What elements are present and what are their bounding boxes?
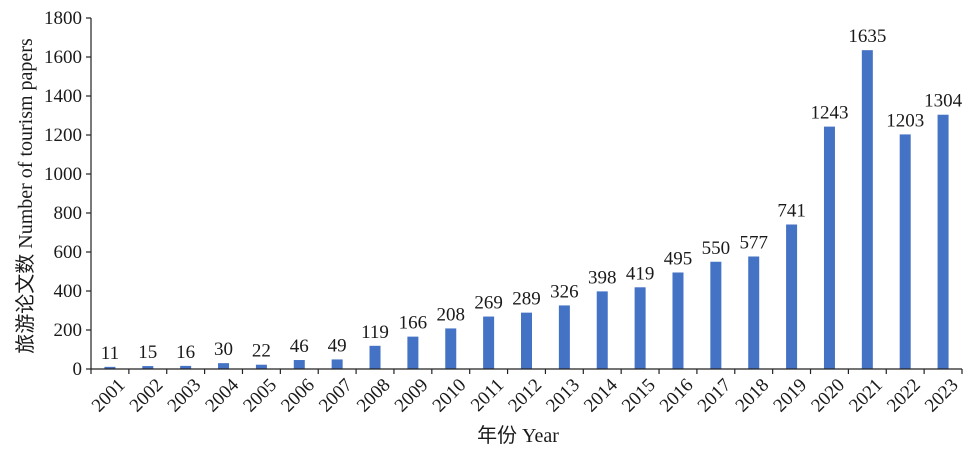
x-tick-label-2018: 2018 <box>732 375 774 417</box>
data-label-2015: 419 <box>626 263 655 284</box>
bar-2006 <box>293 360 305 369</box>
data-label-2019: 741 <box>777 201 806 222</box>
bar-2014 <box>596 291 608 369</box>
bar-2008 <box>369 345 381 369</box>
y-tick-label-1000: 1000 <box>44 164 82 185</box>
data-labels-layer: 11 15 16 30 22 46 49 119 166 208 269 289 326 398 419 49… <box>101 26 963 364</box>
bar-2016 <box>672 272 684 369</box>
data-label-2005: 22 <box>252 341 271 362</box>
data-label-2010: 208 <box>437 304 466 325</box>
data-label-2013: 326 <box>550 281 579 302</box>
bar-2010 <box>445 328 457 369</box>
x-tick-label-2002: 2002 <box>126 375 168 417</box>
x-tick-label-2003: 2003 <box>164 375 206 417</box>
x-tick-label-2010: 2010 <box>429 375 471 417</box>
y-axis: 0 200 400 600 800 1000 1200 1400 1600 1800 <box>44 8 92 380</box>
data-label-2018: 577 <box>739 232 768 253</box>
x-tick-label-2004: 2004 <box>201 374 243 416</box>
bar-2020 <box>823 126 835 369</box>
data-label-2001: 11 <box>101 343 119 364</box>
x-tick-label-2016: 2016 <box>656 375 698 417</box>
bar-2019 <box>786 224 798 369</box>
y-tick-label-1800: 1800 <box>44 8 82 29</box>
x-tick-label-2020: 2020 <box>807 375 849 417</box>
y-tick-label-1600: 1600 <box>44 47 82 68</box>
x-axis: 2001200220032004200520062007200820092010… <box>88 368 963 417</box>
data-label-2002: 15 <box>138 342 157 363</box>
y-tick-label-400: 400 <box>54 281 83 302</box>
data-label-2022: 1203 <box>886 110 924 131</box>
data-label-2016: 495 <box>664 248 693 269</box>
data-label-2003: 16 <box>176 342 195 363</box>
x-tick-label-2014: 2014 <box>580 374 622 416</box>
data-label-2014: 398 <box>588 267 617 288</box>
data-label-2009: 166 <box>399 313 428 334</box>
x-tick-label-2012: 2012 <box>504 375 546 417</box>
bar-2005 <box>255 364 267 369</box>
x-tick-label-2011: 2011 <box>467 375 508 416</box>
x-tick-label-2023: 2023 <box>921 375 963 417</box>
data-label-2017: 550 <box>702 238 731 259</box>
data-label-2007: 49 <box>328 335 347 356</box>
x-tick-label-2021: 2021 <box>845 375 887 417</box>
data-label-2006: 46 <box>290 336 309 357</box>
x-tick-label-2015: 2015 <box>618 375 660 417</box>
x-tick-label-2019: 2019 <box>769 375 811 417</box>
bar-2004 <box>218 363 230 369</box>
bar-2013 <box>558 305 570 369</box>
bar-2015 <box>634 287 646 369</box>
x-tick-label-2001: 2001 <box>88 375 130 417</box>
bar-2009 <box>407 336 419 369</box>
data-label-2004: 30 <box>214 339 233 360</box>
bar-2011 <box>483 316 495 369</box>
x-tick-label-2005: 2005 <box>239 375 281 417</box>
data-label-2021: 1635 <box>848 26 886 47</box>
bar-2001 <box>104 366 116 369</box>
x-tick-label-2013: 2013 <box>542 375 584 417</box>
y-tick-label-1200: 1200 <box>44 125 82 146</box>
y-tick-label-200: 200 <box>54 320 83 341</box>
x-tick-label-2006: 2006 <box>277 375 319 417</box>
bars-layer <box>104 50 949 370</box>
bar-2023 <box>937 114 949 369</box>
bar-2003 <box>180 365 192 369</box>
y-tick-label-600: 600 <box>54 242 83 263</box>
data-label-2008: 119 <box>361 322 389 343</box>
x-tick-label-2017: 2017 <box>694 375 736 417</box>
bar-2007 <box>331 359 343 369</box>
bar-2017 <box>710 261 722 369</box>
data-label-2020: 1243 <box>810 103 848 124</box>
bar-2021 <box>861 50 873 370</box>
bar-2018 <box>748 256 760 369</box>
bar-2022 <box>899 134 911 369</box>
x-tick-label-2022: 2022 <box>883 375 925 417</box>
x-tick-label-2007: 2007 <box>315 375 357 417</box>
y-tick-label-1400: 1400 <box>44 86 82 107</box>
x-tick-label-2009: 2009 <box>391 375 433 417</box>
y-tick-label-800: 800 <box>54 203 83 224</box>
bar-2002 <box>142 366 154 369</box>
x-axis-title: 年份 Year <box>477 424 559 447</box>
data-label-2011: 269 <box>474 293 503 314</box>
y-tick-label-0: 0 <box>73 359 83 380</box>
y-axis-title: 旅游论文数 Number of tourism papers <box>14 38 37 354</box>
data-label-2012: 289 <box>512 289 541 310</box>
bar-2012 <box>521 312 532 369</box>
data-label-2023: 1304 <box>924 91 963 112</box>
x-tick-label-2008: 2008 <box>353 375 395 417</box>
